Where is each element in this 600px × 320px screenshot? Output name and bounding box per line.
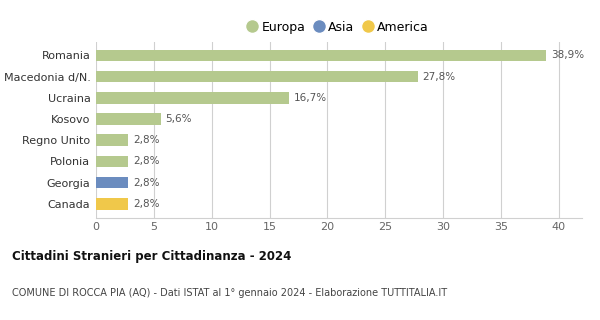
Bar [96, 71, 418, 83]
Legend: Europa, Asia, America: Europa, Asia, America [244, 16, 434, 39]
Bar [96, 134, 128, 146]
Text: Cittadini Stranieri per Cittadinanza - 2024: Cittadini Stranieri per Cittadinanza - 2… [12, 250, 292, 263]
Bar [96, 156, 128, 167]
Bar [96, 177, 128, 188]
Bar [96, 50, 546, 61]
Bar [96, 92, 289, 104]
Bar [96, 113, 161, 125]
Text: 27,8%: 27,8% [422, 72, 455, 82]
Text: 38,9%: 38,9% [551, 51, 584, 60]
Text: 2,8%: 2,8% [133, 178, 160, 188]
Text: 5,6%: 5,6% [166, 114, 192, 124]
Text: 16,7%: 16,7% [294, 93, 327, 103]
Text: COMUNE DI ROCCA PIA (AQ) - Dati ISTAT al 1° gennaio 2024 - Elaborazione TUTTITAL: COMUNE DI ROCCA PIA (AQ) - Dati ISTAT al… [12, 288, 447, 298]
Text: 2,8%: 2,8% [133, 156, 160, 166]
Bar [96, 198, 128, 210]
Text: 2,8%: 2,8% [133, 135, 160, 145]
Text: 2,8%: 2,8% [133, 199, 160, 209]
